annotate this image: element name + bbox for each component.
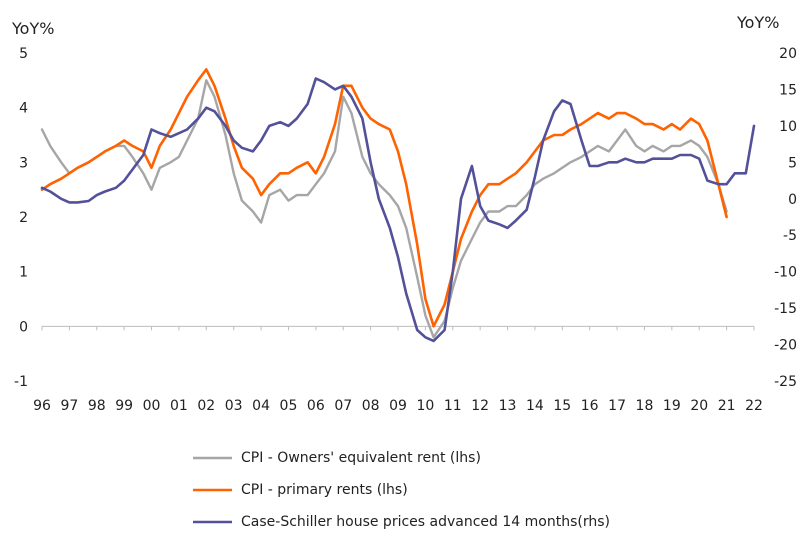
x-tick-label: 09 xyxy=(389,398,407,414)
x-tick-label: 13 xyxy=(499,398,517,414)
left-tick-label: 3 xyxy=(19,155,28,171)
series-line-1 xyxy=(40,79,728,339)
legend-entry: Case-Schiller house prices advanced 14 m… xyxy=(241,514,610,530)
legend-entry: CPI - primary rents (lhs) xyxy=(241,482,408,498)
right-axis-ticks: -25 -20 -15 -10 -5 0 5 10 15 20 xyxy=(774,46,797,390)
left-axis-ticks: -1 0 1 2 3 4 5 xyxy=(14,46,28,390)
right-tick-label: 15 xyxy=(779,82,797,98)
x-tick-label: 21 xyxy=(718,398,736,414)
x-tick-label: 02 xyxy=(197,398,215,414)
right-tick-label: -10 xyxy=(774,265,797,281)
x-tick-label: 20 xyxy=(690,398,708,414)
left-tick-label: 4 xyxy=(19,101,28,117)
right-axis-unit-label: YoY% xyxy=(736,13,779,32)
right-tick-label: 20 xyxy=(779,46,797,62)
x-tick-label: 99 xyxy=(115,398,133,414)
x-tick-label: 17 xyxy=(608,398,626,414)
x-tick-label: 07 xyxy=(334,398,352,414)
series-line-2 xyxy=(40,68,728,328)
x-tick-label: 08 xyxy=(362,398,380,414)
right-tick-label: -15 xyxy=(774,301,797,317)
x-tick-label: 03 xyxy=(225,398,243,414)
right-tick-label: -25 xyxy=(774,374,797,390)
x-tick-label: 19 xyxy=(663,398,681,414)
x-tick-label: 96 xyxy=(33,398,51,414)
left-tick-label: 0 xyxy=(19,319,28,335)
right-tick-label: -5 xyxy=(783,228,797,244)
left-tick-label: 2 xyxy=(19,210,28,226)
x-tick-label: 22 xyxy=(745,398,763,414)
x-tick-label: 11 xyxy=(444,398,462,414)
x-tick-label: 18 xyxy=(636,398,654,414)
legend: CPI - Owners' equivalent rent (lhs) CPI -… xyxy=(193,450,610,530)
x-tick-label: 14 xyxy=(526,398,544,414)
x-tick-label: 05 xyxy=(280,398,298,414)
left-tick-label: 1 xyxy=(19,265,28,281)
right-tick-label: 10 xyxy=(779,119,797,135)
left-tick-label: -1 xyxy=(14,374,28,390)
x-tick-label: 10 xyxy=(416,398,434,414)
x-tick-label: 97 xyxy=(60,398,78,414)
x-tick-label: 16 xyxy=(581,398,599,414)
x-tick-label: 12 xyxy=(471,398,489,414)
x-tick-label: 04 xyxy=(252,398,270,414)
legend-entry: CPI - Owners' equivalent rent (lhs) xyxy=(241,450,481,466)
right-tick-label: -20 xyxy=(774,338,797,354)
right-tick-label: 5 xyxy=(788,155,797,171)
series-line-3 xyxy=(40,77,756,343)
left-axis-unit-label: YoY% xyxy=(11,19,54,38)
x-tick-label: 98 xyxy=(88,398,106,414)
x-axis-ticks: 96 97 98 99 00 01 02 03 04 05 06 07 08 09 10 11 12 13 14 15… xyxy=(33,326,763,414)
x-tick-label: 01 xyxy=(170,398,188,414)
left-tick-label: 5 xyxy=(19,46,28,62)
x-tick-label: 06 xyxy=(307,398,325,414)
x-tick-label: 00 xyxy=(143,398,161,414)
right-tick-label: 0 xyxy=(788,192,797,208)
x-tick-label: 15 xyxy=(553,398,571,414)
series-lines xyxy=(40,68,756,343)
